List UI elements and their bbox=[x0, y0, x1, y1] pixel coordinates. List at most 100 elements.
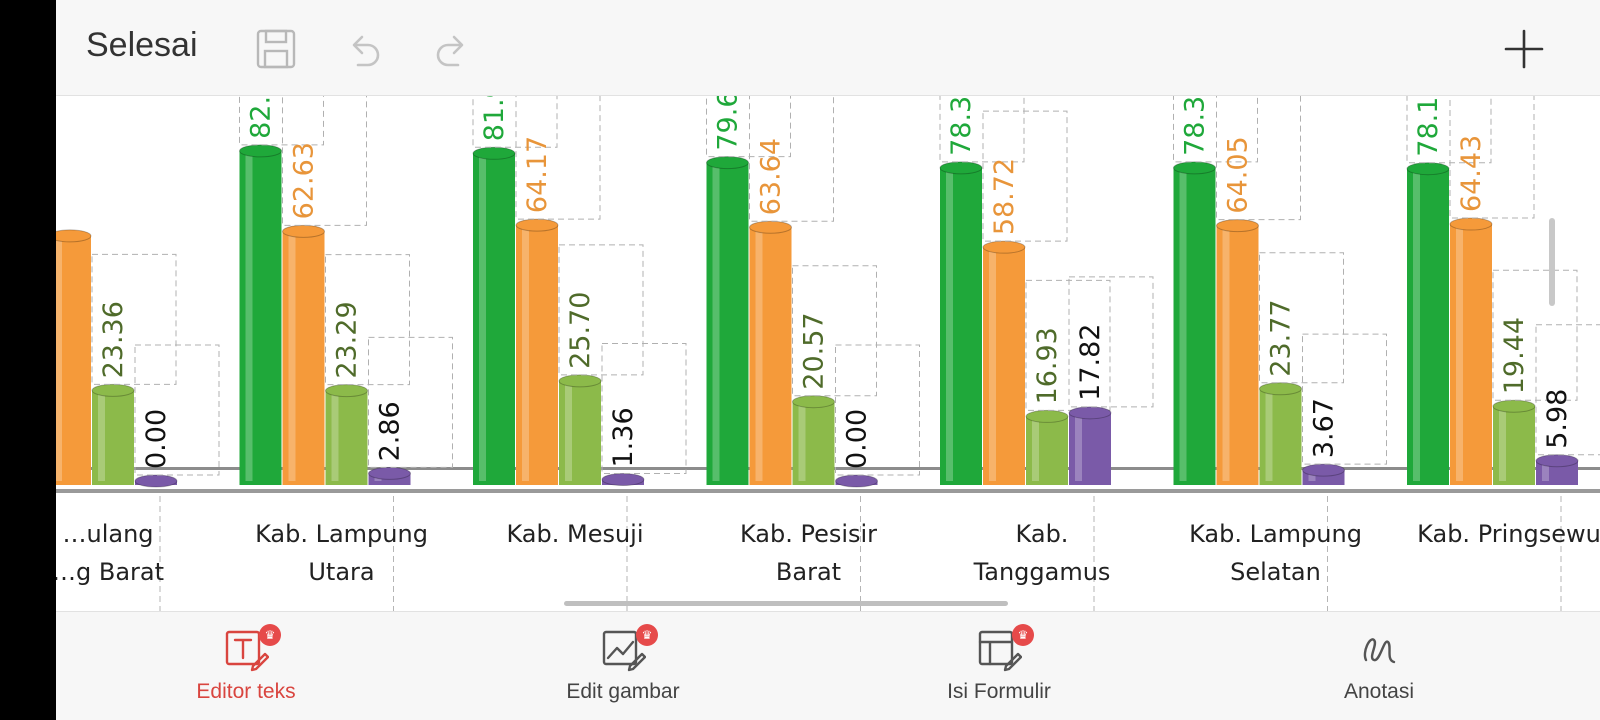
data-label-box bbox=[1216, 96, 1301, 221]
document-viewer: Selesai …ulang …g Bar bbox=[56, 0, 1600, 720]
edit-image-icon: ♛ bbox=[600, 624, 658, 672]
data-label-box bbox=[1025, 279, 1111, 411]
data-label: 0.00 bbox=[842, 409, 873, 469]
horizontal-scrollbar[interactable] bbox=[564, 601, 1008, 606]
data-label-box bbox=[558, 244, 644, 376]
bar bbox=[282, 231, 325, 485]
data-label-box bbox=[749, 96, 834, 222]
bar-top bbox=[982, 240, 1026, 254]
bar bbox=[239, 150, 282, 485]
bar-top bbox=[706, 156, 749, 170]
data-label: 62.63 bbox=[289, 142, 320, 219]
data-label-box bbox=[91, 253, 177, 385]
bar-highlight bbox=[946, 171, 953, 481]
undo-icon[interactable] bbox=[342, 27, 386, 71]
bar bbox=[1450, 224, 1492, 485]
bar-highlight bbox=[989, 251, 996, 481]
category-label: Kab. Lampung bbox=[255, 520, 428, 548]
bar-highlight bbox=[1308, 474, 1316, 481]
bar-top bbox=[601, 472, 645, 486]
category-label: Kab. Pesisir bbox=[740, 520, 877, 548]
category-label: Selatan bbox=[1230, 558, 1321, 586]
data-label: 82.5 bbox=[246, 96, 277, 139]
bar-highlight bbox=[479, 157, 486, 481]
bar-highlight bbox=[56, 239, 62, 481]
tab-text-editor[interactable]: ♛ Editor teks bbox=[166, 612, 326, 720]
data-label: 0.00 bbox=[141, 409, 172, 469]
data-label: 79.6 bbox=[713, 96, 744, 151]
tab-edit-image[interactable]: ♛ Edit gambar bbox=[543, 612, 703, 720]
data-label-box bbox=[1068, 276, 1154, 408]
bar-top bbox=[1492, 399, 1536, 413]
bar-top bbox=[472, 146, 516, 160]
bar bbox=[56, 235, 91, 485]
bar bbox=[1407, 168, 1449, 485]
data-label-box bbox=[1449, 96, 1535, 219]
data-label-box bbox=[835, 344, 920, 476]
bar-highlight bbox=[712, 166, 720, 481]
tab-annotation[interactable]: Anotasi bbox=[1299, 612, 1459, 720]
bar-top bbox=[56, 229, 92, 243]
bar-top bbox=[558, 374, 602, 388]
bar bbox=[516, 225, 558, 485]
bar-top bbox=[1259, 382, 1302, 396]
bar-highlight bbox=[1075, 416, 1082, 481]
data-label-box bbox=[325, 254, 410, 386]
data-label-box bbox=[706, 96, 791, 158]
bar bbox=[1216, 225, 1259, 485]
bar-highlight bbox=[374, 477, 382, 481]
bar-highlight bbox=[1265, 392, 1273, 481]
add-icon[interactable] bbox=[1502, 27, 1546, 71]
bar-top bbox=[835, 474, 878, 488]
bar-top bbox=[1068, 406, 1112, 420]
document-page[interactable]: …ulang …g Barat Kab. Lampung Utara Kab. Mesu… bbox=[56, 96, 1600, 611]
bar bbox=[1069, 412, 1111, 485]
tab-label: Isi Formulir bbox=[947, 680, 1051, 703]
tab-fill-form[interactable]: ♛ Isi Formulir bbox=[919, 612, 1079, 720]
data-label-box bbox=[1492, 269, 1578, 401]
data-label: 64.05 bbox=[1223, 136, 1254, 213]
text-editor-icon: ♛ bbox=[223, 624, 281, 672]
top-toolbar: Selesai bbox=[56, 0, 1600, 96]
data-label: 16.93 bbox=[1032, 327, 1063, 404]
data-label-box bbox=[1259, 252, 1344, 384]
data-label: 20.57 bbox=[799, 312, 830, 389]
bar bbox=[940, 167, 982, 485]
data-label: 19.44 bbox=[1499, 317, 1530, 394]
data-label: 78.1 bbox=[1413, 97, 1444, 157]
bar-highlight bbox=[755, 231, 763, 481]
bottom-toolbar: ♛ Editor teks ♛ Edit gambar bbox=[56, 611, 1600, 720]
data-label: 23.36 bbox=[98, 301, 129, 378]
data-label-box bbox=[939, 96, 1025, 163]
data-label: 78.3 bbox=[946, 96, 977, 156]
category-label: Kab. Pringsewu bbox=[1417, 520, 1600, 548]
data-label: 81.9 bbox=[479, 96, 510, 141]
done-button[interactable]: Selesai bbox=[86, 26, 198, 64]
bar-top bbox=[1216, 219, 1259, 233]
bar-top bbox=[515, 218, 559, 232]
vertical-scrollbar[interactable] bbox=[1549, 218, 1555, 306]
data-label-box bbox=[982, 110, 1068, 242]
premium-badge: ♛ bbox=[259, 624, 281, 646]
bar-highlight bbox=[1179, 171, 1187, 481]
bar-highlight bbox=[1542, 464, 1549, 481]
bar bbox=[706, 162, 749, 485]
data-label: 63.64 bbox=[756, 138, 787, 215]
redo-icon[interactable] bbox=[430, 27, 474, 71]
data-label: 23.29 bbox=[332, 301, 363, 378]
bar bbox=[1493, 406, 1535, 485]
bar-highlight bbox=[565, 384, 572, 481]
data-label: 64.17 bbox=[522, 136, 553, 213]
category-label: Tanggamus bbox=[973, 558, 1111, 586]
data-label: 3.67 bbox=[1309, 398, 1340, 458]
chart-axis-line bbox=[56, 489, 1600, 493]
bar bbox=[473, 153, 515, 485]
bar bbox=[1259, 388, 1302, 485]
bar-top bbox=[239, 144, 282, 158]
data-label-box bbox=[282, 96, 367, 226]
save-icon[interactable] bbox=[254, 27, 298, 71]
bar-highlight bbox=[331, 394, 339, 481]
bar-highlight bbox=[288, 235, 296, 481]
data-label: 58.72 bbox=[989, 158, 1020, 235]
data-label-box bbox=[239, 96, 324, 146]
